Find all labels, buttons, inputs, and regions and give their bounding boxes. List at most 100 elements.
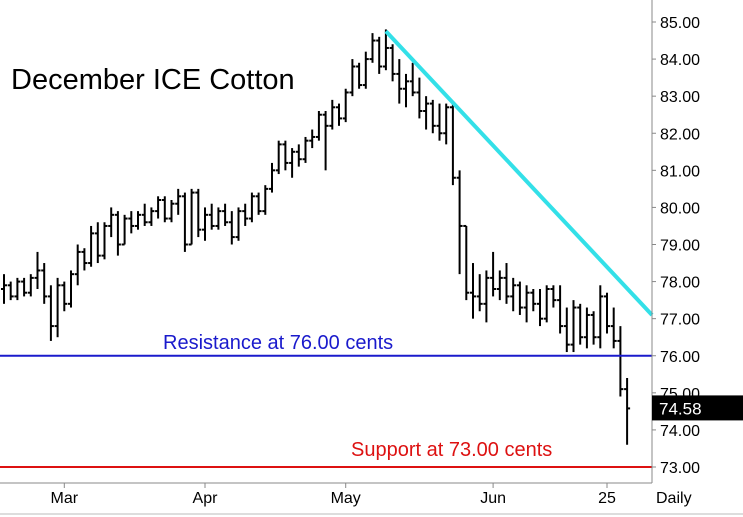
price-bar — [436, 103, 443, 141]
price-bar — [456, 170, 463, 275]
price-bar — [490, 251, 497, 297]
price-bar — [74, 244, 81, 286]
price-bar — [449, 103, 456, 186]
x-tick-label: Jun — [480, 490, 506, 507]
x-axis-ticks: Mar Apr May Jun 25 — [51, 483, 616, 507]
price-bar — [496, 270, 503, 301]
price-bar — [108, 207, 115, 238]
price-bar — [168, 200, 175, 223]
x-tick-label: May — [331, 490, 361, 507]
price-bar — [27, 274, 34, 297]
price-bar — [396, 59, 403, 104]
price-bar — [242, 203, 249, 226]
price-bar — [7, 281, 14, 301]
price-bar — [121, 214, 128, 246]
price-bar — [577, 303, 584, 345]
price-bar — [181, 192, 188, 252]
price-bar — [610, 307, 617, 349]
resistance-label: Resistance at 76.00 cents — [163, 332, 393, 354]
price-bar — [315, 111, 322, 141]
price-bar — [604, 292, 610, 334]
chart-title: December ICE Cotton — [11, 64, 295, 96]
price-bar — [94, 222, 101, 264]
price-bar — [342, 88, 349, 123]
price-bar — [409, 62, 416, 97]
price-bar — [47, 285, 54, 341]
price-bar — [68, 270, 74, 308]
x-tick-label: 25 — [598, 490, 616, 507]
price-bar — [617, 326, 624, 397]
price-bar — [463, 224, 470, 301]
price-bar — [1, 274, 7, 304]
y-tick-label: 79.00 — [660, 238, 700, 255]
price-bar — [14, 277, 21, 301]
price-bar — [483, 270, 490, 323]
price-bar — [195, 188, 202, 238]
price-bar — [336, 103, 342, 126]
price-bar — [228, 211, 235, 245]
y-tick-label: 80.00 — [660, 200, 700, 217]
price-bar — [235, 207, 242, 241]
price-bar — [128, 211, 135, 234]
price-bar — [523, 285, 530, 323]
price-bars — [1, 29, 631, 445]
price-bar — [443, 103, 450, 145]
price-bar — [389, 44, 396, 82]
price-bar — [208, 203, 215, 230]
downtrend-line — [384, 29, 654, 317]
price-bar — [41, 263, 48, 304]
y-tick-label: 73.00 — [660, 460, 700, 477]
last-price-box: 74.58 — [652, 395, 743, 421]
price-bar — [54, 277, 61, 338]
price-bar — [376, 36, 383, 74]
price-bar — [416, 77, 423, 119]
frequency-label: Daily — [656, 490, 692, 507]
price-bar — [215, 207, 222, 230]
price-bar — [175, 188, 182, 215]
price-bar — [403, 73, 409, 108]
price-bar — [295, 144, 302, 167]
price-bar — [222, 203, 229, 226]
price-bar — [530, 289, 537, 312]
price-bar — [563, 307, 570, 353]
price-bar — [322, 111, 329, 171]
price-bar — [34, 251, 41, 289]
price-bar — [369, 33, 376, 63]
price-bar — [289, 148, 296, 178]
price-bar — [101, 222, 108, 260]
price-bar — [188, 188, 195, 246]
price-bar — [21, 277, 28, 297]
x-tick-label: Apr — [193, 490, 219, 507]
price-bar — [510, 277, 517, 312]
price-bar — [309, 129, 316, 149]
price-bar — [141, 203, 148, 226]
price-bar — [583, 307, 590, 349]
price-bar — [248, 192, 255, 223]
price-bar — [255, 192, 262, 215]
price-bar — [135, 211, 141, 230]
last-price-text: 74.58 — [659, 399, 702, 418]
price-bar — [155, 196, 162, 219]
price-bar — [202, 207, 208, 241]
y-tick-label: 82.00 — [660, 126, 700, 143]
price-bar — [570, 300, 577, 353]
price-bar — [262, 185, 269, 215]
price-bar — [148, 207, 155, 226]
support-label: Support at 73.00 cents — [351, 439, 552, 461]
y-tick-label: 83.00 — [660, 89, 700, 106]
price-bar — [275, 140, 282, 175]
price-bar — [302, 136, 309, 163]
y-tick-label: 76.00 — [660, 349, 700, 366]
price-bar — [470, 263, 476, 319]
price-bar — [624, 378, 631, 445]
price-bar — [362, 51, 369, 89]
price-bar — [537, 289, 543, 327]
price-bar — [81, 248, 88, 271]
price-bar — [282, 140, 289, 171]
price-bar — [597, 285, 604, 349]
price-bar — [550, 285, 557, 308]
y-tick-label: 84.00 — [660, 52, 700, 69]
price-bar — [161, 196, 168, 223]
